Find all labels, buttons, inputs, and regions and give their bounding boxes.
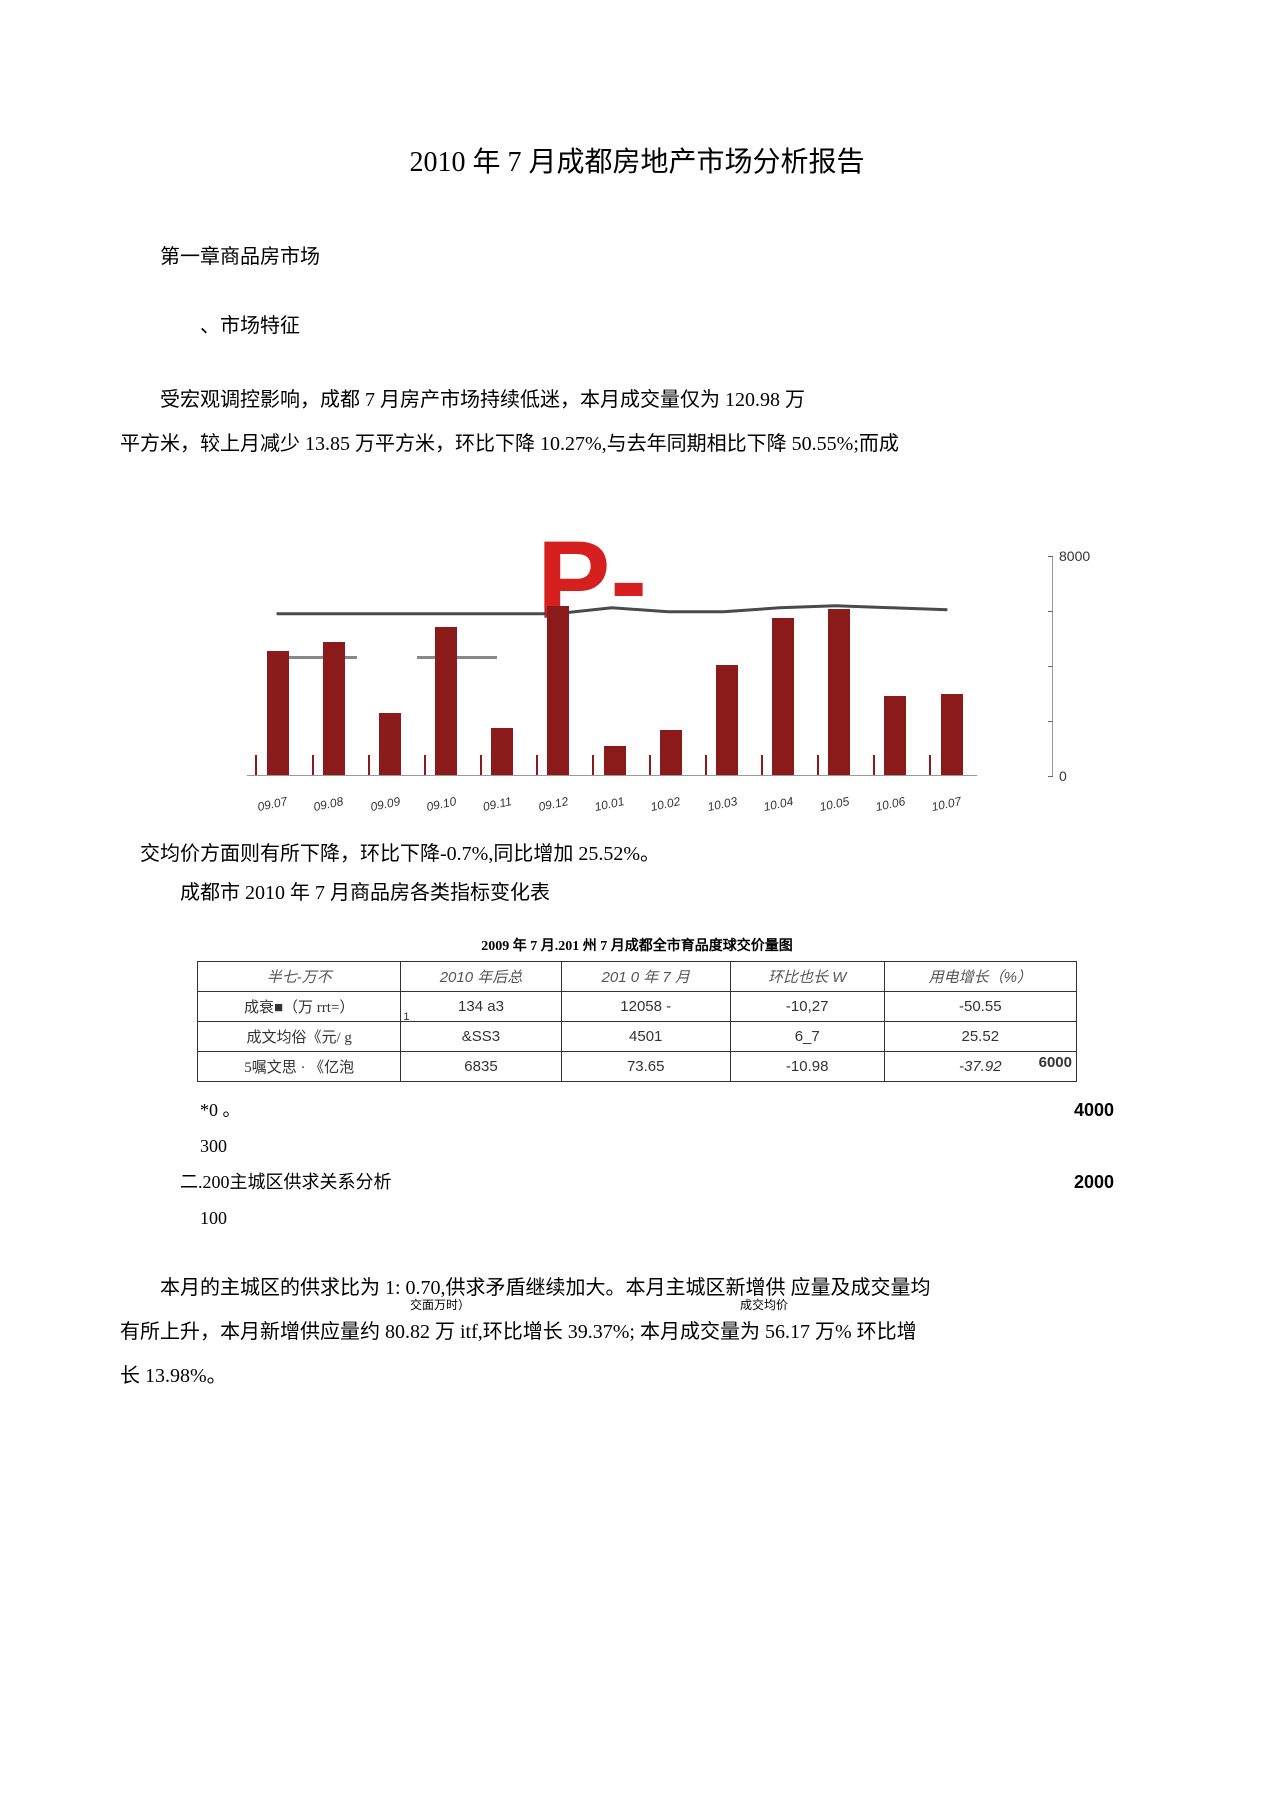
table-header: 2010 年后总 xyxy=(401,962,561,992)
tiny-overlay-text: 交面万时） xyxy=(410,1296,470,1313)
bar-stub xyxy=(592,755,594,775)
body-paragraph-1: 受宏观调控影响，成都 7 月房产市场持续低迷，本月成交量仅为 120.98 万 xyxy=(120,378,1154,422)
body-paragraph-6: 长 13.98%。 xyxy=(120,1354,1154,1398)
table-header: 半七-万不 xyxy=(198,962,401,992)
body-paragraph-4: 本月的主城区的供求比为 1: 0.70,供求矛盾继续加大。本月主城区新增供 应量… xyxy=(120,1266,1154,1310)
table-header: 环比也长 W xyxy=(730,962,884,992)
x-axis-label: 10.07 xyxy=(930,794,962,814)
table-cell: 25.52 xyxy=(884,1022,1076,1052)
bar xyxy=(941,694,963,775)
bar xyxy=(379,713,401,775)
x-axis-label: 09.10 xyxy=(425,794,457,814)
bar xyxy=(884,696,906,775)
axis-tick-label: 8000 xyxy=(1059,548,1090,564)
table-row: 5嘱文思 · 《亿泡683573.65-10.98-37.926000 xyxy=(198,1052,1077,1082)
cell-overlay: 6000 xyxy=(1039,1054,1072,1071)
x-axis-label: 10.01 xyxy=(593,794,625,814)
page-title: 2010 年 7 月成都房地产市场分析报告 xyxy=(120,140,1154,180)
table-header: 201 0 年 7 月 xyxy=(561,962,730,992)
table-cell: -50.55 xyxy=(884,992,1076,1022)
bar xyxy=(547,606,569,775)
bar xyxy=(267,651,289,775)
stray-number: 2000 xyxy=(1074,1164,1114,1200)
table-cell: 6835 xyxy=(401,1052,561,1082)
x-axis-label: 10.04 xyxy=(762,794,794,814)
x-axis-label: 09.09 xyxy=(369,794,401,814)
price-line xyxy=(247,556,977,775)
stray-number: 4000 xyxy=(1074,1092,1114,1128)
bar xyxy=(716,665,738,775)
table-cell: -10,27 xyxy=(730,992,884,1022)
x-axis-label: 09.08 xyxy=(313,794,345,814)
body-paragraph-2: 平方米，较上月减少 13.85 万平方米，环比下降 10.27%,与去年同期相比… xyxy=(120,422,1154,466)
table-title: 成都市 2010 年 7 月商品房各类指标变化表 xyxy=(180,876,1154,905)
bar xyxy=(828,609,850,776)
table-row: 成文均俗《元/ g&SS345016_725.52 xyxy=(198,1022,1077,1052)
indicators-table: 半七-万不2010 年后总201 0 年 7 月环比也长 W用电增长（%） 成衰… xyxy=(197,961,1077,1082)
x-axis-labels: 09.07 09.08 09.09 09.10 09.11 09.12 10.01 10.02… xyxy=(247,780,977,816)
body-text: 有所上升，本月新增供应量约 80.82 万 itf,环比增长 39.37%; 本… xyxy=(120,1321,917,1343)
stray-text-block: *0 。 4000 300 二.200主城区供求关系分析 2000 100 xyxy=(200,1092,1154,1236)
table-cell: 12058 - xyxy=(561,992,730,1022)
chapter-heading: 第一章商品房市场 xyxy=(160,240,1154,269)
bar-stub xyxy=(312,755,314,775)
stray-text: 100 xyxy=(200,1200,1154,1236)
table-cell: -37.926000 xyxy=(884,1052,1076,1082)
table-cell: 成衰■（万 rrt=） xyxy=(198,992,401,1022)
x-axis-label: 10.05 xyxy=(818,794,850,814)
cell-sub-marker: 1 xyxy=(403,1011,409,1023)
right-axis: 08000 xyxy=(1052,556,1107,776)
bar-stub xyxy=(424,755,426,775)
bar-stub xyxy=(649,755,651,775)
bar xyxy=(323,642,345,775)
bar-stub xyxy=(536,755,538,775)
bar-stub xyxy=(761,755,763,775)
bar-stub xyxy=(817,755,819,775)
stray-text: 300 xyxy=(200,1128,1154,1164)
section-2-heading: 二.200主城区供求关系分析 xyxy=(180,1172,392,1192)
stray-text: *0 。 xyxy=(200,1100,241,1120)
bar xyxy=(435,627,457,776)
tiny-overlay-text: 成交均价 xyxy=(740,1296,788,1313)
x-axis-label: 09.12 xyxy=(537,794,569,814)
body-paragraph-5: 有所上升，本月新增供应量约 80.82 万 itf,环比增长 39.37%; 本… xyxy=(120,1310,1154,1354)
table-cell: 成文均俗《元/ g xyxy=(198,1022,401,1052)
bar xyxy=(660,730,682,775)
x-axis-label: 09.07 xyxy=(256,794,288,814)
table-cell: &SS3 xyxy=(401,1022,561,1052)
volume-price-chart: P- 08000 09.0709.0809.0909.1009.1109.121… xyxy=(227,556,1047,816)
table-cell: 5嘱文思 · 《亿泡 xyxy=(198,1052,401,1082)
x-axis-label: 10.02 xyxy=(650,794,682,814)
table-row: 成衰■（万 rrt=）134 a3112058 --10,27-50.55 xyxy=(198,992,1077,1022)
table-cell: 4501 xyxy=(561,1022,730,1052)
bar-stub xyxy=(368,755,370,775)
table-cell: 6_7 xyxy=(730,1022,884,1052)
bar xyxy=(491,728,513,775)
bar-stub xyxy=(255,755,257,775)
axis-tick-label: 0 xyxy=(1059,768,1067,784)
bar-stub xyxy=(873,755,875,775)
x-axis-label: 10.06 xyxy=(874,794,906,814)
bar-stub xyxy=(929,755,931,775)
section-heading: 、市场特征 xyxy=(200,309,1154,338)
bar xyxy=(772,618,794,776)
x-axis-label: 10.03 xyxy=(706,794,738,814)
table-header: 用电增长（%） xyxy=(884,962,1076,992)
chart-caption: 2009 年 7 月.201 州 7 月成都全市育品度球交价量图 xyxy=(120,935,1154,955)
bar xyxy=(604,746,626,775)
table-cell: -10.98 xyxy=(730,1052,884,1082)
body-paragraph-3: 交均价方面则有所下降，环比下降-0.7%,同比增加 25.52%。 xyxy=(140,836,1154,872)
bar-stub xyxy=(705,755,707,775)
table-cell: 134 a31 xyxy=(401,992,561,1022)
table-cell: 73.65 xyxy=(561,1052,730,1082)
x-axis-label: 09.11 xyxy=(481,794,512,814)
bar-stub xyxy=(480,755,482,775)
